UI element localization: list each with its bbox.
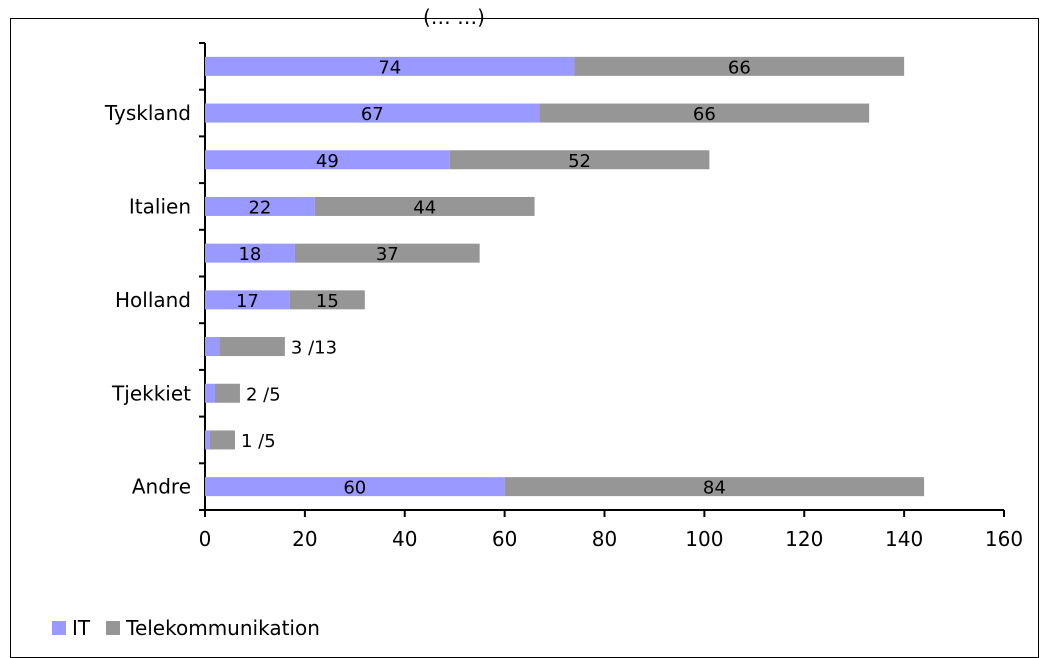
y-category-label: Tyskland [104,101,191,125]
data-label-it: 17 [236,291,259,312]
bar-it [205,243,295,263]
y-category-label: Holland [115,288,191,312]
bar-telekommunikation [214,383,240,403]
chart-title: (… …) [423,5,485,29]
data-label-telekommunikation: 44 [413,197,436,218]
bar-telekommunikation [539,103,870,123]
bar-it [205,337,220,357]
y-category-label: Andre [132,475,191,499]
data-label-telekommunikation: 66 [693,104,716,125]
x-tick-label: 80 [592,527,617,551]
data-label-telekommunikation: 66 [728,57,751,78]
bar-it [205,430,210,450]
legend: IT Telekommunikation [52,616,320,640]
data-label-telekommunikation: 84 [703,478,726,499]
data-label-it: 49 [316,151,339,172]
bar-telekommunikation [449,150,710,170]
data-label-combined: 1 /5 [241,431,276,452]
bar-it [205,103,540,123]
data-label-it: 18 [238,244,261,265]
bar-telekommunikation [289,290,365,310]
data-label-telekommunikation: 37 [376,244,399,265]
data-label-combined: 3 /13 [291,338,337,359]
bar-telekommunikation [504,477,925,497]
x-tick-label: 120 [785,527,823,551]
legend-swatch-it [52,621,66,635]
bar-it [205,477,505,497]
data-label-telekommunikation: 15 [316,291,339,312]
x-tick-label: 100 [685,527,723,551]
data-label-it: 60 [343,478,366,499]
data-label-it: 74 [378,57,401,78]
bar-telekommunikation [219,337,285,357]
bar-it [205,290,290,310]
bar-telekommunikation [209,430,235,450]
x-tick-label: 20 [292,527,317,551]
legend-swatch-telekommunikation [106,621,121,635]
bar-it [205,383,215,403]
bar-telekommunikation [574,56,905,76]
y-category-label: Tjekkiet [111,381,191,405]
x-tick-label: 140 [885,527,923,551]
x-tick-label: 40 [392,527,417,551]
x-tick-label: 0 [199,527,212,551]
bar-it [205,150,450,170]
y-category-label: Italien [129,194,191,218]
legend-label-telekommunikation: Telekommunikation [126,616,320,640]
x-tick-label: 160 [985,527,1023,551]
data-label-it: 67 [361,104,384,125]
data-label-telekommunikation: 52 [568,151,591,172]
legend-label-it: IT [72,616,91,640]
bar-telekommunikation [314,196,535,216]
data-label-it: 22 [248,197,271,218]
x-tick-label: 60 [492,527,517,551]
bar-it [205,56,575,76]
bar-it [205,196,315,216]
bar-telekommunikation [294,243,480,263]
data-label-combined: 2 /5 [246,384,281,405]
